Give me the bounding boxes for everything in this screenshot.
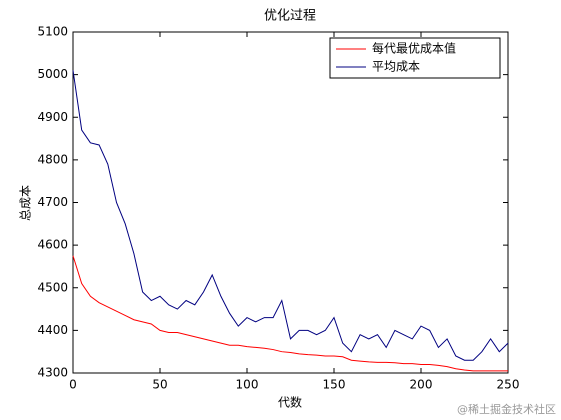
series-line (72, 70, 509, 361)
y-tick-label: 4300 (37, 366, 68, 380)
x-tick-label: 50 (152, 378, 167, 392)
y-tick-label: 5000 (37, 67, 68, 81)
x-tick-label: 150 (323, 378, 346, 392)
watermark: @稀土掘金技术社区 (457, 402, 556, 416)
legend-label: 平均成本 (372, 60, 420, 74)
legend-box (329, 37, 501, 79)
chart-title: 优化过程 (264, 9, 316, 24)
y-tick-label: 4700 (37, 195, 68, 209)
x-tick-label: 200 (410, 378, 433, 392)
x-tick-label: 100 (236, 378, 259, 392)
y-tick-label: 5100 (37, 25, 68, 39)
y-tick-label: 4500 (37, 280, 68, 294)
y-tick-label: 4800 (37, 152, 68, 166)
x-tick-label: 250 (497, 378, 520, 392)
x-tick-label: 0 (69, 378, 77, 392)
y-tick-label: 4400 (37, 323, 68, 337)
series-line (72, 255, 508, 372)
plot-area (72, 31, 509, 374)
legend-label: 每代最优成本值 (372, 41, 456, 56)
y-tick-label: 4600 (37, 238, 68, 252)
y-axis-label: 总成本 (19, 185, 33, 221)
y-tick-label: 4900 (37, 110, 68, 124)
x-axis-label: 代数 (278, 395, 302, 410)
